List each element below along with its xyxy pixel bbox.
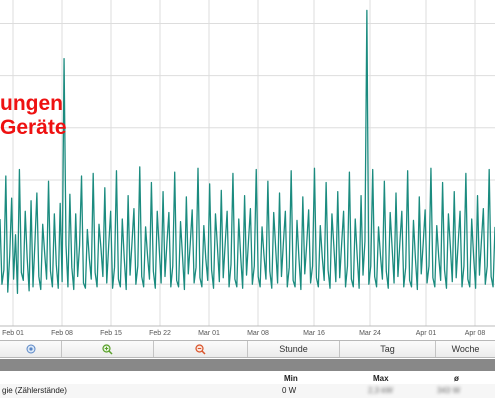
stats-row-min: 0 W [282, 386, 297, 395]
x-tick-label-5: Mar 08 [247, 330, 269, 337]
line-chart: Feb 01 Feb 08 Feb 15 Feb 22 Mar 01 Mar 08 Mar … [0, 0, 495, 337]
zoom-in-icon [102, 343, 113, 355]
x-tick-label-7: Mar 24 [359, 330, 381, 337]
stats-row-max: 2,3 kW [368, 386, 393, 395]
overlay-text-line1: ungen [0, 92, 63, 115]
x-tick-label-8: Apr 01 [416, 330, 437, 337]
stats-row-avg: 343 W [437, 386, 461, 395]
x-tick-label-9: Apr 08 [465, 330, 486, 337]
x-tick-label-0: Feb 01 [2, 330, 24, 337]
x-tick-label-4: Mar 01 [198, 330, 220, 337]
avg-header: ø [454, 374, 459, 383]
stats-column-headers: Min Max ø [0, 372, 495, 384]
x-tick-label-2: Feb 15 [100, 330, 122, 337]
zoom-out-button[interactable] [154, 341, 248, 357]
min-header: Min [284, 374, 298, 383]
series-line-0 [0, 9, 495, 295]
week-button[interactable]: Woche [451, 344, 480, 354]
circle-dot-icon [26, 344, 35, 354]
stats-row: gie (Zählerstände) 0 W 2,3 kW 343 W [0, 384, 495, 398]
zoom-out-icon [195, 343, 206, 355]
x-tick-label-3: Feb 22 [149, 330, 171, 337]
stats-row-label: gie (Zählerstände) [2, 386, 67, 395]
x-tick-label-1: Feb 08 [51, 330, 73, 337]
chart-toolbar: Stunde Tag Woche [0, 340, 495, 358]
stats-header-bar [0, 359, 495, 371]
x-tick-label-6: Mar 16 [303, 330, 325, 337]
hour-button[interactable]: Stunde [248, 341, 340, 357]
chart-options-button[interactable] [0, 341, 62, 357]
day-button[interactable]: Tag [340, 341, 436, 357]
chart-area: Feb 01 Feb 08 Feb 15 Feb 22 Mar 01 Mar 08 Mar … [0, 0, 495, 337]
zoom-in-button[interactable] [62, 341, 154, 357]
overlay-text-line2: Geräte [0, 116, 67, 139]
max-header: Max [373, 374, 389, 383]
